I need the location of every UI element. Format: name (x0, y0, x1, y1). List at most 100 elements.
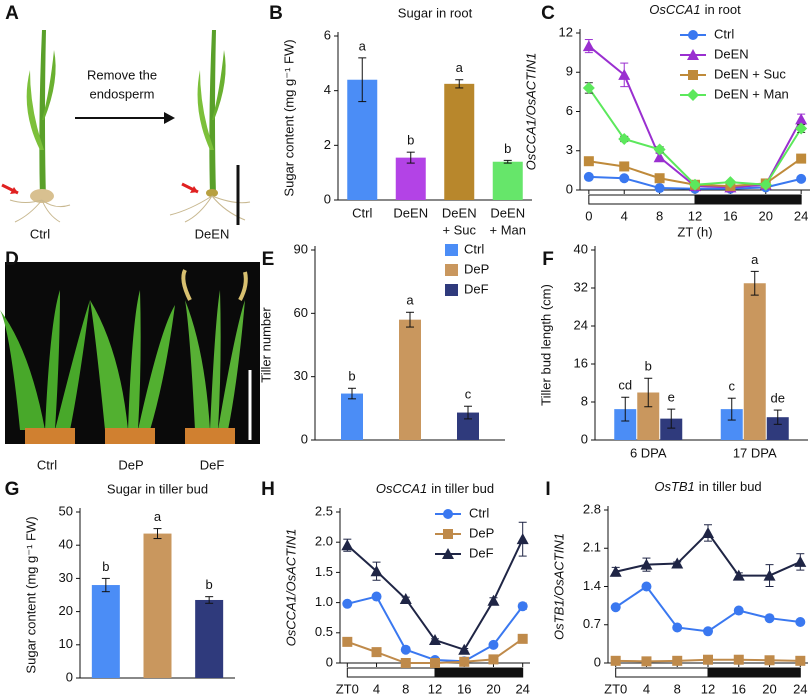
x-tick-label: 6 DPA (630, 445, 667, 460)
marker (618, 68, 631, 80)
x-tick-label: 16 (732, 681, 746, 696)
title-gene: OsCCA1 (376, 481, 427, 496)
marker (795, 617, 806, 628)
y-axis-label: OsCCA1/OsACTIN1 (283, 529, 298, 647)
significance-letter: a (456, 60, 464, 75)
marker (618, 132, 631, 145)
y-tick-label: 1.4 (583, 578, 601, 593)
y-tick-label: 0 (594, 654, 601, 669)
significance-letter: c (465, 387, 472, 402)
marker (582, 81, 595, 94)
marker (763, 569, 776, 581)
marker (724, 176, 737, 189)
marker (371, 647, 382, 658)
x-tick-label: 20 (759, 208, 773, 223)
y-axis-label: Tiller bud length (cm) (538, 284, 553, 406)
y-tick-label: 2.0 (315, 534, 333, 549)
legend-label: DeEN + Suc (714, 66, 786, 81)
y-tick-label: 2.5 (315, 503, 333, 518)
marker (371, 591, 382, 602)
marker (610, 602, 621, 613)
legend-label: Ctrl (464, 241, 484, 256)
marker (517, 601, 528, 612)
marker (654, 183, 665, 194)
panel-label: I (545, 479, 550, 500)
photo-label: DeF (200, 457, 225, 472)
legend-marker (443, 529, 453, 539)
marker (370, 565, 383, 577)
chart-title: Sugar in tiller bud (107, 481, 208, 496)
panel-label: D (5, 249, 19, 270)
legend-label: DeP (464, 261, 489, 276)
light-period (346, 667, 436, 678)
chart-title: OsCCA1 in tiller bud (376, 481, 494, 496)
plant-photo (0, 262, 260, 444)
significance-letter: a (154, 509, 162, 524)
y-tick-label: 8 (581, 393, 588, 408)
y-tick-label: 6 (324, 27, 331, 42)
marker (619, 173, 630, 184)
dark-period (434, 667, 524, 678)
title-text: in root (705, 2, 742, 17)
marker (795, 122, 808, 135)
panel-label: H (261, 479, 275, 500)
legend-marker (443, 509, 453, 519)
legend-marker (442, 548, 454, 559)
x-tick-label: 8 (656, 208, 663, 223)
marker (430, 658, 440, 668)
marker (400, 644, 411, 655)
chart-title: OsTB1 in tiller bud (654, 479, 761, 494)
bar (720, 409, 743, 440)
bar (341, 393, 363, 440)
y-tick-label: 0 (66, 669, 73, 684)
x-tick-label: DeEN (393, 205, 428, 220)
legend-label: DeP (469, 525, 494, 540)
marker (609, 565, 622, 577)
marker (654, 173, 665, 184)
y-tick-label: 20 (59, 603, 73, 618)
x-tick-label: 0 (585, 208, 592, 223)
significance-letter: b (504, 141, 511, 156)
bar (743, 283, 766, 440)
dark-period (694, 194, 802, 205)
y-axis-label: OsTB1/OsACTIN1 (551, 533, 566, 640)
marker (759, 178, 772, 191)
marker (653, 151, 666, 163)
significance-letter: b (645, 359, 652, 374)
significance-letter: b (348, 369, 355, 384)
marker (342, 636, 353, 647)
bar (195, 599, 224, 678)
y-tick-label: 0.5 (315, 624, 333, 639)
marker (795, 113, 808, 125)
marker (794, 555, 807, 567)
marker (488, 654, 499, 665)
y-tick-label: 32 (574, 279, 588, 294)
bar (444, 83, 475, 200)
x-tick-label: 20 (762, 681, 776, 696)
bar (399, 319, 421, 440)
marker (488, 639, 499, 650)
legend-label: Ctrl (469, 505, 489, 520)
significance-letter: b (102, 559, 109, 574)
marker (764, 613, 775, 624)
y-axis-label: Tiller number (258, 307, 273, 383)
y-tick-label: 6 (566, 103, 573, 118)
significance-letter: a (359, 38, 367, 53)
y-tick-label: 0 (566, 181, 573, 196)
significance-letter: b (206, 577, 213, 592)
marker (640, 558, 653, 570)
light-period (588, 194, 696, 205)
legend-label: DeF (469, 545, 494, 560)
marker (582, 40, 595, 52)
title-gene: OsCCA1 (649, 2, 700, 17)
y-tick-label: 0 (581, 431, 588, 446)
x-tick-label: 24 (515, 681, 529, 696)
significance-letter: cd (618, 378, 632, 393)
marker (732, 569, 745, 581)
x-tick-label: 16 (457, 681, 471, 696)
significance-letter: b (407, 133, 414, 148)
y-tick-label: 40 (574, 241, 588, 256)
x-tick-label: DeEN (490, 205, 525, 220)
light-period (615, 667, 709, 678)
marker (689, 178, 701, 191)
